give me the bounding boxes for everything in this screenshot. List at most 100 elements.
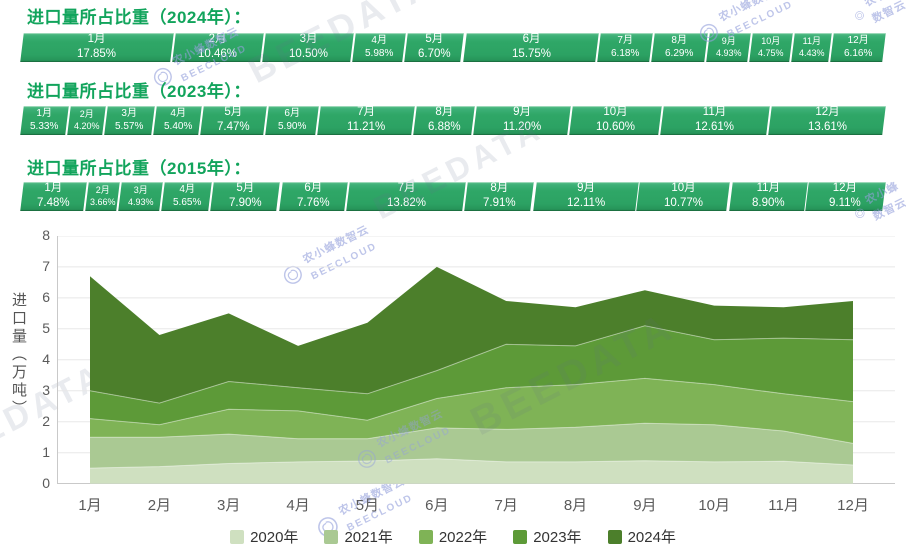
strip-segment-content: 6月 7.76% [297, 182, 330, 211]
segment-percent-label: 6.88% [427, 121, 460, 133]
segment-month-label: 8月 [671, 35, 688, 46]
import-share-strip-2015: 1月 7.48% 2月 3.66% 3月 4.93% 4月 5.65% 5月 7.90% 6月 7.7… [20, 182, 886, 211]
strip-segment-5月: 5月 7.47% [200, 106, 267, 135]
section-title-2023: 进口量所占比重（2023年）： [27, 82, 251, 101]
x-tick-label: 6月 [425, 497, 449, 514]
strip-segment-content: 7月 11.21% [347, 106, 385, 135]
segment-percent-label: 3.66% [89, 197, 115, 207]
y-tick-label: 7 [42, 257, 50, 274]
segment-month-label: 10月 [603, 106, 628, 119]
strip-segment-8月: 8月 6.29% [651, 33, 708, 62]
strip-segment-5月: 5月 7.90% [210, 182, 281, 211]
strip-segment-content: 1月 7.48% [37, 182, 70, 211]
strip-segment-10月: 10月 4.75% [749, 33, 793, 62]
legend-item-2023年[interactable]: 2023年 [513, 526, 582, 547]
segment-month-label: 12月 [814, 106, 839, 119]
segment-month-label: 3月 [298, 33, 317, 46]
strip-segment-3月: 3月 4.93% [117, 182, 163, 211]
strip-segment-content: 8月 6.88% [427, 106, 460, 135]
segment-percent-label: 6.29% [665, 48, 694, 59]
legend-item-2024年[interactable]: 2024年 [607, 526, 676, 547]
strip-segment-11月: 11月 12.61% [659, 106, 770, 135]
strip-segment-10月: 10月 10.77% [636, 182, 731, 211]
legend-item-2021年[interactable]: 2021年 [324, 526, 393, 547]
segment-month-label: 11月 [756, 182, 780, 195]
strip-segment-content: 8月 7.91% [483, 182, 516, 211]
segment-month-label: 4月 [178, 184, 195, 195]
y-tick-label: 1 [42, 443, 50, 460]
segment-month-label: 2月 [208, 33, 227, 46]
strip-segment-2月: 2月 4.20% [67, 106, 106, 135]
segment-month-label: 1月 [88, 33, 106, 46]
segment-percent-label: 7.91% [482, 197, 516, 209]
segment-percent-label: 4.20% [73, 121, 100, 131]
segment-month-label: 5月 [236, 182, 255, 195]
strip-segment-content: 4月 5.40% [163, 108, 191, 133]
legend-item-2020年[interactable]: 2020年 [230, 526, 298, 547]
strip-segment-9月: 9月 12.11% [532, 182, 639, 211]
x-tick-label: 12月 [837, 497, 869, 514]
legend-swatch [418, 529, 433, 544]
legend-label: 2020年 [250, 529, 299, 546]
segment-percent-label: 5.40% [163, 121, 192, 132]
segment-month-label: 11月 [702, 106, 727, 119]
strip-segment-6月: 6月 7.76% [279, 182, 348, 211]
layer-boundary [89, 325, 854, 404]
segment-month-label: 7月 [397, 182, 415, 195]
layer-boundary [90, 422, 854, 444]
x-tick-label: 2月 [147, 497, 172, 514]
strip-segment-content: 3月 5.57% [115, 108, 143, 133]
segment-percent-label: 9.11% [829, 197, 862, 209]
stacked-area-plot [57, 236, 895, 484]
strip-segment-1月: 1月 17.85% [20, 33, 174, 62]
strip-segment-content: 5月 7.47% [217, 106, 250, 135]
strip-segment-content: 10月 10.77% [664, 182, 703, 211]
segment-month-label: 9月 [576, 182, 595, 195]
x-tick-label: 9月 [633, 497, 657, 514]
strip-segment-9月: 9月 4.93% [705, 33, 751, 62]
strip-segment-content: 4月 5.98% [365, 35, 393, 60]
legend-item-2022年[interactable]: 2022年 [418, 526, 487, 547]
strip-segment-11月: 11月 8.90% [728, 182, 808, 211]
x-tick-label: 3月 [217, 497, 241, 514]
strip-segment-content: 8月 6.29% [665, 35, 693, 60]
strip-segment-content: 3月 4.93% [128, 185, 154, 208]
segment-month-label: 3月 [121, 108, 138, 119]
strip-segment-1月: 1月 5.33% [20, 106, 69, 135]
segment-percent-label: 5.33% [30, 121, 59, 132]
strip-segment-4月: 4月 5.65% [161, 182, 213, 211]
section-title-2024: 进口量所占比重（2024年）： [27, 8, 251, 27]
strip-segment-12月: 12月 9.11% [805, 182, 886, 211]
y-tick-label: 8 [42, 227, 50, 243]
strip-segment-content: 9月 12.11% [566, 182, 604, 211]
segment-month-label: 1月 [36, 108, 53, 119]
strip-segment-content: 1月 5.33% [30, 108, 58, 133]
segment-percent-label: 7.76% [297, 197, 330, 209]
y-tick-label: 5 [42, 319, 50, 336]
segment-percent-label: 5.98% [365, 48, 394, 59]
strip-segment-7月: 7月 11.21% [316, 106, 415, 135]
strip-segment-content: 12月 13.61% [807, 106, 846, 135]
segment-percent-label: 6.70% [418, 48, 451, 60]
strip-segment-2月: 2月 10.46% [172, 33, 264, 62]
area-layer-2021年 [90, 423, 853, 469]
segment-percent-label: 6.18% [610, 48, 640, 59]
y-tick-label: 4 [42, 350, 50, 367]
segment-month-label: 8月 [490, 182, 509, 195]
strip-segment-content: 7月 13.82% [387, 182, 426, 211]
strip-segment-content: 2月 10.46% [198, 33, 237, 62]
strip-segment-content: 9月 4.93% [716, 36, 742, 59]
bee-icon [855, 11, 864, 20]
x-tick-label: 11月 [768, 497, 799, 514]
segment-month-label: 5月 [425, 33, 444, 46]
segment-month-label: 6月 [304, 182, 323, 195]
chart-legend: 2020年 2021年 2022年 2023年 2024年 [0, 526, 906, 547]
strip-segment-2月: 2月 3.66% [85, 182, 120, 211]
y-tick-label: 3 [42, 381, 50, 398]
segment-percent-label: 4.75% [758, 48, 784, 58]
strip-segment-content: 12月 9.11% [830, 182, 862, 211]
import-share-strip-2023: 1月 5.33% 2月 4.20% 3月 5.57% 4月 5.40% 5月 7.47% 6月 5.9… [20, 106, 886, 135]
strip-segment-11月: 11月 4.43% [791, 33, 833, 62]
x-tick-label: 4月 [286, 497, 310, 514]
watermark-text: 农小蜂数智云 [863, 0, 906, 26]
